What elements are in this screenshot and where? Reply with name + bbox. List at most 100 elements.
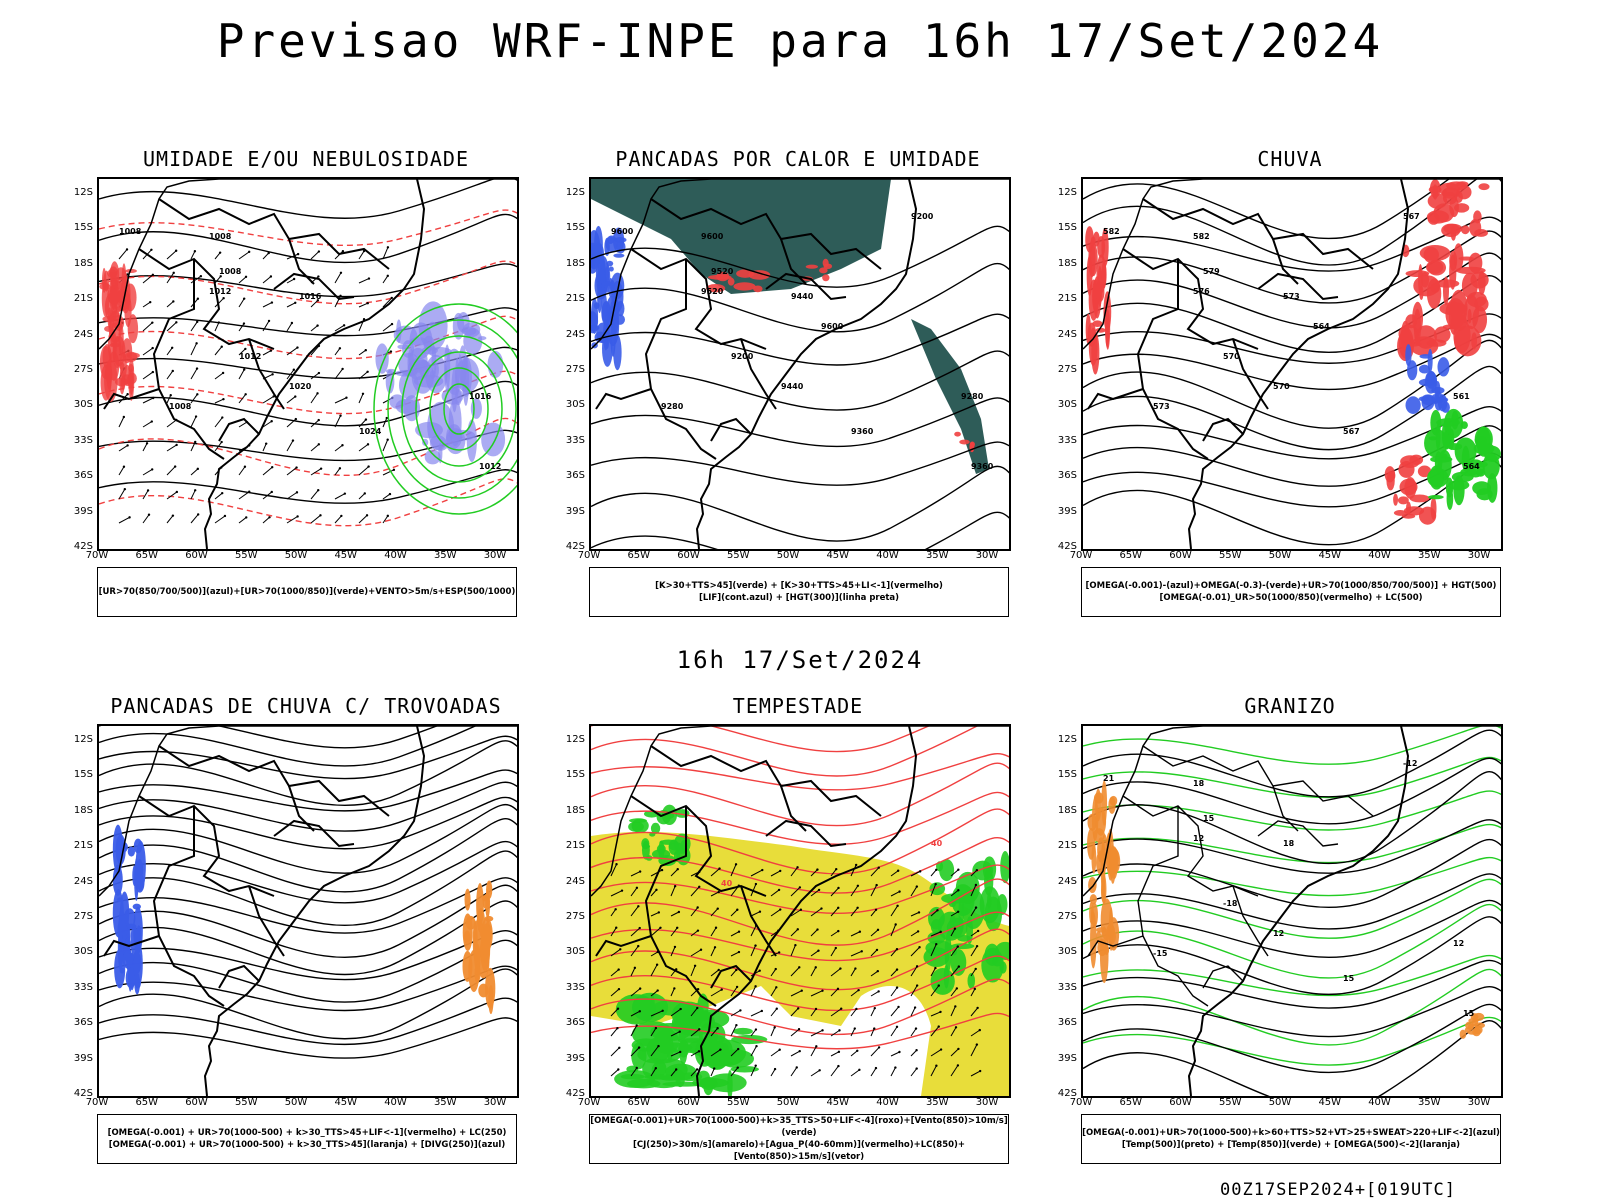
lon-tick-label: 30W — [1467, 550, 1491, 561]
lon-tick-label: 40W — [1368, 1097, 1391, 1108]
lon-tick-label: 60W — [677, 1097, 700, 1108]
contour-label: 570 — [1273, 382, 1290, 391]
lat-tick-label: 24S — [1057, 328, 1077, 340]
legend-line: [K>30+TTS>45](verde) + [K>30+TTS>45+LI<-… — [655, 581, 943, 591]
lon-tick-label: 30W — [975, 1097, 999, 1108]
lon-tick-label: 55W — [1218, 550, 1242, 561]
lon-tick-label: 50W — [1268, 1097, 1292, 1108]
panel-title: UMIDADE E/OU NEBULOSIDADE — [142, 147, 470, 171]
contour-label: 18 — [1193, 779, 1205, 788]
lat-tick-label: 30S — [1057, 946, 1077, 958]
panel-legend: [OMEGA(-0.001)+UR>70(1000-500)+k>35_TTS>… — [589, 1114, 1009, 1164]
legend-line: [UR>70(850/700/500)](azul)+[UR>70(1000/8… — [98, 587, 516, 597]
main-title: Previsao WRF-INPE para 16h 17/Set/2024 — [216, 14, 1384, 68]
lat-tick-label: 27S — [565, 364, 585, 375]
lon-tick-label: 50W — [776, 550, 800, 561]
lat-tick-label: 12S — [565, 187, 585, 198]
lat-tick-label: 18S — [1057, 804, 1077, 816]
lon-tick-label: 45W — [826, 1097, 850, 1108]
map-canvas: 9600 9600 9520 9520 9440 9440 9360 9360 9280 9280… — [591, 179, 1009, 549]
lat-tick-label: 42S — [73, 541, 93, 552]
lat-tick-label: 39S — [73, 1052, 93, 1064]
panel-legend: [UR>70(850/700/500)](azul)+[UR>70(1000/8… — [97, 567, 517, 617]
lat-tick-label: 12S — [565, 734, 585, 745]
legend-line: [CJ(250)>30m/s](amarelo)+[Agua_P(40-60mm… — [632, 1140, 966, 1162]
panel-title: TEMPESTADE — [732, 694, 864, 718]
forecast-map: 1008 1008 1008 1012 1016 1020 1024 1012 1016 1008… — [97, 177, 519, 551]
panel-legend: [OMEGA(-0.001)+UR>70(1000-500)+k>60+TTS>… — [1081, 1114, 1501, 1164]
lon-tick-label: 70W — [1069, 1097, 1093, 1108]
contour-label: 582 — [1103, 227, 1120, 236]
lon-tick-label: 60W — [185, 1097, 208, 1108]
lat-tick-label: 42S — [1057, 1088, 1077, 1099]
lon-tick-label: 30W — [975, 550, 999, 561]
lon-tick-label: 30W — [1467, 1097, 1491, 1108]
contour-label: 12 — [1193, 834, 1204, 843]
lon-tick-label: 55W — [726, 550, 750, 561]
lat-tick-label: 18S — [565, 804, 585, 816]
contour-label: 1020 — [289, 382, 312, 391]
lat-tick-label: 27S — [73, 364, 93, 375]
contour-label: 9200 — [911, 212, 934, 221]
contour-label: 9200 — [731, 352, 754, 361]
lat-tick-label: 33S — [1057, 981, 1077, 993]
contour-label: 1008 — [219, 267, 242, 276]
lat-tick-label: 12S — [1057, 734, 1077, 745]
map-canvas: 582 582 579 576 573 570 567 564 561 573 570 567 564 — [1083, 179, 1501, 549]
forecast-map: 21 18 15 12 18 12 15 15 12 -15 -18 -12 — [1081, 724, 1503, 1098]
lon-tick-label: 40W — [876, 1097, 899, 1108]
lon-tick-label: 70W — [1069, 550, 1093, 561]
lon-tick-label: 55W — [234, 1097, 258, 1108]
contour-label: 573 — [1283, 292, 1300, 301]
lat-tick-label: 33S — [73, 434, 93, 446]
lon-tick-label: 40W — [384, 550, 407, 561]
lat-tick-label: 33S — [565, 981, 585, 993]
lat-tick-label: 30S — [1057, 399, 1077, 411]
panel-legend: [OMEGA(-0.001)-(azul)+OMEGA(-0.3)-(verde… — [1081, 567, 1501, 617]
lat-tick-label: 15S — [73, 769, 93, 781]
lat-tick-label: 15S — [73, 222, 93, 234]
lat-tick-label: 18S — [1057, 257, 1077, 269]
lon-tick-label: 60W — [185, 550, 208, 561]
contour-label: 561 — [1453, 392, 1470, 401]
legend-line: [Temp(500)](preto) + [Temp(850)](verde) … — [1121, 1140, 1461, 1150]
map-canvas — [99, 726, 517, 1096]
lon-tick-label: 70W — [85, 1097, 109, 1108]
contour-label: 15 — [1463, 1009, 1475, 1018]
lat-tick-label: 12S — [73, 734, 93, 745]
contour-label: 15 — [1343, 974, 1355, 983]
lon-tick-label: 65W — [135, 1097, 159, 1108]
lat-tick-label: 24S — [73, 875, 93, 887]
lon-tick-label: 40W — [384, 1097, 407, 1108]
lat-tick-label: 24S — [565, 875, 585, 887]
lat-tick-label: 27S — [1057, 364, 1077, 375]
lat-tick-label: 12S — [1057, 187, 1077, 198]
lat-tick-label: 21S — [565, 293, 585, 305]
contour-label: 1016 — [469, 392, 492, 401]
contour-label: 9360 — [971, 462, 994, 471]
contour-label: 21 — [1103, 774, 1115, 783]
lat-tick-label: 39S — [1057, 1052, 1077, 1064]
legend-line: [OMEGA(-0.001)+UR>70(1000-500)+k>60+TTS>… — [1082, 1128, 1500, 1138]
legend-line: [OMEGA(-0.01)_UR>50(1000/850)(vermelho) … — [1159, 593, 1423, 603]
lon-tick-label: 35W — [1417, 1097, 1441, 1108]
lon-tick-label: 35W — [925, 550, 949, 561]
forecast-map — [97, 724, 519, 1098]
lat-tick-label: 42S — [565, 1088, 585, 1099]
contour-label: 9440 — [791, 292, 814, 301]
lat-tick-label: 42S — [1057, 541, 1077, 552]
lon-tick-label: 30W — [483, 550, 507, 561]
contour-label: 12 — [1273, 929, 1284, 938]
contour-label: 9280 — [661, 402, 684, 411]
lon-tick-label: 50W — [284, 1097, 308, 1108]
lat-tick-label: 27S — [73, 911, 93, 922]
lat-tick-label: 30S — [73, 946, 93, 958]
legend-line: [OMEGA(-0.001)-(azul)+OMEGA(-0.3)-(verde… — [1085, 581, 1497, 591]
contour-label: 1024 — [359, 427, 382, 436]
lat-tick-label: 33S — [1057, 434, 1077, 446]
contour-label: 1012 — [479, 462, 501, 471]
lat-tick-label: 21S — [73, 293, 93, 305]
legend-line: [OMEGA(-0.001)+UR>70(1000-500)+k>35_TTS>… — [590, 1116, 1008, 1138]
lat-tick-label: 39S — [565, 505, 585, 517]
contour-label: -12 — [1403, 759, 1417, 768]
